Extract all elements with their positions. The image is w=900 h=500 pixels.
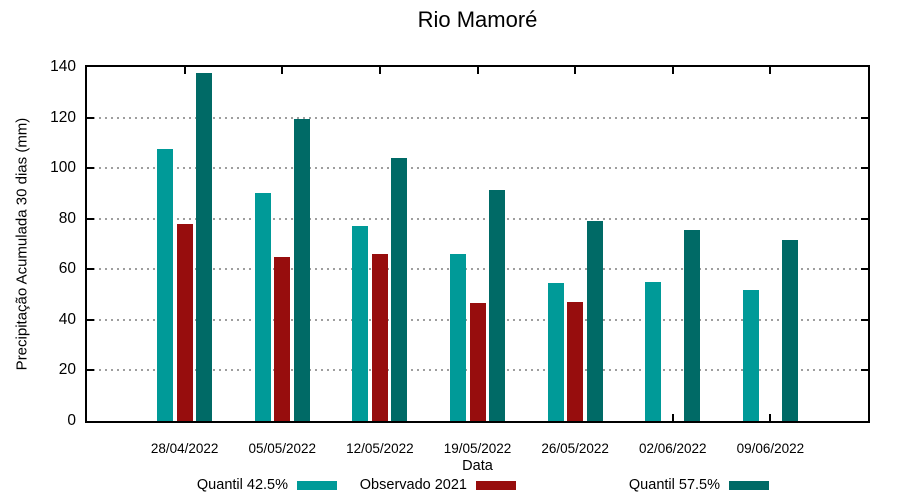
x-axis-tick [769,414,772,421]
bar [742,289,759,421]
bar [196,73,213,421]
bar [371,254,388,421]
y-axis-tick [87,116,94,119]
y-axis-title: Precipitação Acumulada 30 dias (mm) [13,117,31,371]
bar [391,158,408,421]
plot-area [85,65,870,423]
bar [586,221,603,421]
legend-swatch [476,481,516,490]
x-axis-tick [281,67,284,74]
y-axis-tick [87,217,94,220]
x-tick-label: 09/06/2022 [736,441,805,456]
y-tick-label: 0 [67,412,76,429]
y-tick-label: 80 [58,209,76,227]
y-tick-label: 140 [50,58,76,75]
x-tick-label: 12/05/2022 [346,441,414,456]
y-axis-tick [87,318,94,321]
x-axis-tick [769,67,772,74]
y-axis-tick [87,167,94,170]
bar [157,149,174,421]
bar [567,302,584,421]
x-tick-label: 19/05/2022 [443,441,512,456]
y-tick-label: 20 [58,361,76,379]
bar [176,223,193,421]
bar [254,193,271,421]
y-axis-tick [861,369,868,372]
chart-title: Rio Mamoré [417,7,538,32]
x-axis-tick [183,67,186,74]
x-axis-tick [378,67,381,74]
bar [450,254,466,421]
legend-label: Quantil 42.5% [196,477,288,493]
bar [293,118,310,421]
y-axis-tick [861,268,868,271]
y-tick-label: 40 [58,310,76,328]
x-tick-label: 05/05/2022 [248,441,317,456]
legend-swatch [297,481,337,490]
bar [352,226,369,421]
y-axis-tick [861,167,868,170]
x-axis-tick [476,67,479,74]
y-tick-label: 60 [58,260,76,278]
y-axis-tick [87,369,94,372]
x-tick-label: 28/04/2022 [150,441,219,456]
x-axis-title: Data [462,458,493,474]
bar [489,189,505,421]
bar [469,303,486,421]
legend-swatch [729,481,769,490]
x-tick-label: 26/05/2022 [541,441,609,456]
x-axis-tick [671,414,674,421]
bar [781,240,798,421]
x-axis-tick [574,67,577,74]
grid-line [87,116,868,119]
grid-line [87,167,868,170]
y-axis-tick [87,268,94,271]
x-axis-tick [671,67,674,74]
bar [547,283,564,421]
legend-label: Quantil 57.5% [628,477,720,493]
y-tick-label: 120 [50,108,76,126]
y-axis-tick [861,318,868,321]
grid-line [87,217,868,220]
y-tick-label: 100 [50,159,76,177]
bar [274,256,291,421]
bar [645,281,662,421]
x-tick-label: 02/06/2022 [638,441,707,456]
grid-line [87,268,868,271]
y-axis-tick [861,217,868,220]
legend-label: Observado 2021 [359,477,467,493]
y-axis-tick [861,116,868,119]
bar [684,230,701,421]
